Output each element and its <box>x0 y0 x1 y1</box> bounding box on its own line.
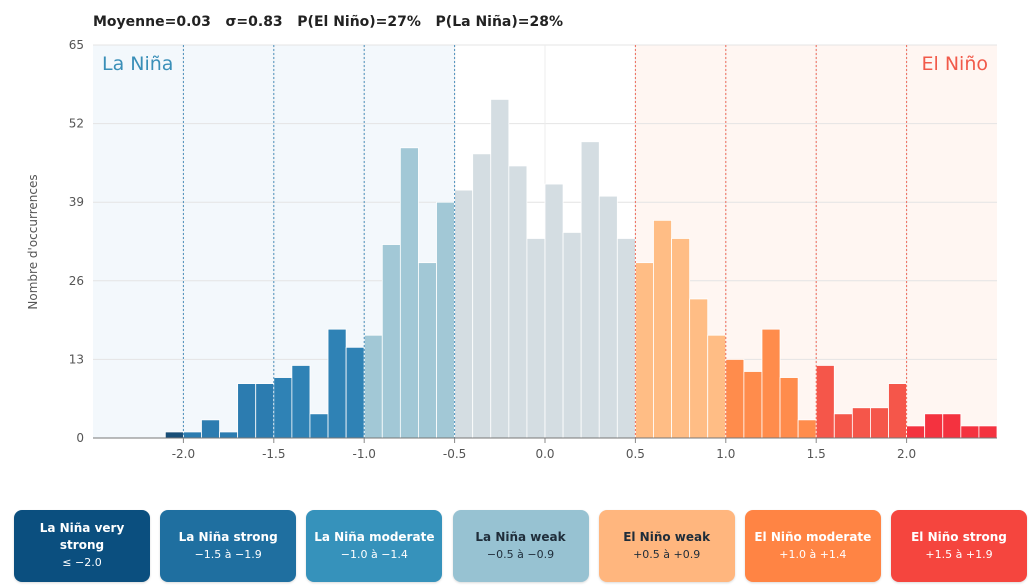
histogram-bar <box>815 365 835 439</box>
histogram-bar <box>291 365 311 439</box>
legend-card-label: La Niña weak <box>475 529 566 544</box>
y-tick-label: 0 <box>76 431 84 445</box>
histogram-bar <box>436 201 455 439</box>
summary-stats: Moyenne=0.03 σ=0.83 P(El Niño)=27% P(La … <box>93 14 564 30</box>
histogram-bar <box>797 419 817 439</box>
x-tick-label: -1.0 <box>352 447 375 461</box>
x-tick-label: 1.0 <box>716 447 735 461</box>
legend-card-range: −1.0 à −1.4 <box>340 547 408 561</box>
histogram-bar <box>761 328 781 439</box>
histogram-chart: 0 13 26 39 52 65 -2.0 -1.5 -1.0 -0.5 0.0 0.5 1.0 1.5 2… <box>26 38 998 461</box>
x-tick-label: -0.5 <box>443 447 466 461</box>
legend-card-label: La Niña moderate <box>314 529 435 544</box>
histogram-bar <box>580 141 600 439</box>
x-tick-label: 0.0 <box>535 447 554 461</box>
histogram-bar <box>273 377 293 439</box>
y-tick-label: 26 <box>69 274 84 288</box>
histogram-bar <box>201 419 220 439</box>
histogram-bar <box>309 413 329 439</box>
histogram-bar <box>562 232 582 439</box>
histogram-bar <box>544 183 564 439</box>
legend-card-label: La Niña very strong <box>39 521 125 552</box>
legend-card-range: +1.0 à +1.4 <box>779 547 847 561</box>
histogram-bar <box>743 371 763 439</box>
legend-card: El Niño strong +1.5 à +1.9 <box>891 510 1027 582</box>
histogram-bar <box>888 383 908 439</box>
histogram-bar <box>671 238 691 439</box>
histogram-bar <box>219 431 239 439</box>
legend-card-label: El Niño weak <box>623 529 711 544</box>
legend-card: La Niña weak −0.5 à −0.9 <box>452 510 589 582</box>
histogram-bar <box>653 219 672 439</box>
histogram-bar <box>906 425 926 439</box>
x-tick-label: 2.0 <box>897 447 916 461</box>
histogram-bar <box>237 383 257 439</box>
histogram-bar <box>526 238 546 439</box>
la-nina-region-label: La Niña <box>102 53 173 75</box>
legend-card: El Niño weak +0.5 à +0.9 <box>598 510 735 582</box>
histogram-bar <box>851 407 871 439</box>
histogram-bar <box>508 165 528 439</box>
histogram-bar <box>255 383 275 439</box>
histogram-bar <box>490 99 510 439</box>
histogram-bar <box>870 407 889 439</box>
legend-card-range: +1.5 à +1.9 <box>925 547 993 561</box>
histogram-bar <box>454 189 474 439</box>
category-legend: La Niña very strong ≤ −2.0 La Niña strong −… <box>14 510 1027 582</box>
histogram-bar <box>598 195 618 439</box>
histogram-bar <box>327 328 347 439</box>
legend-card-label: El Niño strong <box>911 529 1007 544</box>
y-tick-label: 39 <box>69 195 84 209</box>
legend-card: La Niña very strong ≤ −2.0 <box>14 510 150 582</box>
x-tick-label: 1.5 <box>807 447 826 461</box>
y-tick-label: 13 <box>69 352 84 366</box>
legend-card: La Niña moderate −1.0 à −1.4 <box>306 510 443 582</box>
legend-card-range: +0.5 à +0.9 <box>633 547 701 561</box>
el-nino-region-label: El Niño <box>922 53 988 75</box>
legend-card-label: La Niña strong <box>178 529 278 544</box>
histogram-bar <box>707 334 727 439</box>
histogram-bar <box>635 262 654 439</box>
histogram-bar <box>978 425 998 439</box>
y-tick-label: 65 <box>69 38 84 52</box>
x-tick-label: -1.5 <box>262 447 285 461</box>
histogram-bar <box>418 262 437 439</box>
histogram-bar <box>833 413 853 439</box>
histogram-bar <box>381 244 401 439</box>
y-tick-label: 52 <box>69 117 84 131</box>
legend-card-range: −0.5 à −0.9 <box>486 547 555 561</box>
histogram-bar <box>725 358 745 439</box>
histogram-bar <box>779 377 799 439</box>
legend-card: La Niña strong −1.5 à −1.9 <box>160 510 297 582</box>
legend-card-label: El Niño moderate <box>754 529 872 544</box>
axes: 0 13 26 39 52 65 -2.0 -1.5 -1.0 -0.5 0.0 0.5 1.0 1.5 2… <box>69 38 997 461</box>
histogram-bar <box>363 334 383 439</box>
x-tick-label: 0.5 <box>626 447 645 461</box>
histogram-bar <box>399 147 419 439</box>
legend-card-range: −1.5 à −1.9 <box>194 547 262 561</box>
legend-card: El Niño moderate +1.0 à +1.4 <box>744 510 881 582</box>
histogram-bar <box>924 413 944 439</box>
threshold-lines <box>182 45 908 438</box>
histogram-bar <box>182 431 202 439</box>
y-axis-label: Nombre d'occurrences <box>26 174 40 309</box>
histogram-bars <box>164 99 998 439</box>
histogram-bar <box>164 431 184 439</box>
histogram-bar <box>689 298 709 439</box>
histogram-bar <box>960 425 980 439</box>
histogram-bar <box>942 413 962 439</box>
histogram-bar <box>472 153 492 439</box>
histogram-bar <box>345 346 365 439</box>
x-tick-label: -2.0 <box>172 447 195 461</box>
histogram-bar <box>616 238 636 439</box>
legend-card-range: ≤ −2.0 <box>62 556 102 569</box>
